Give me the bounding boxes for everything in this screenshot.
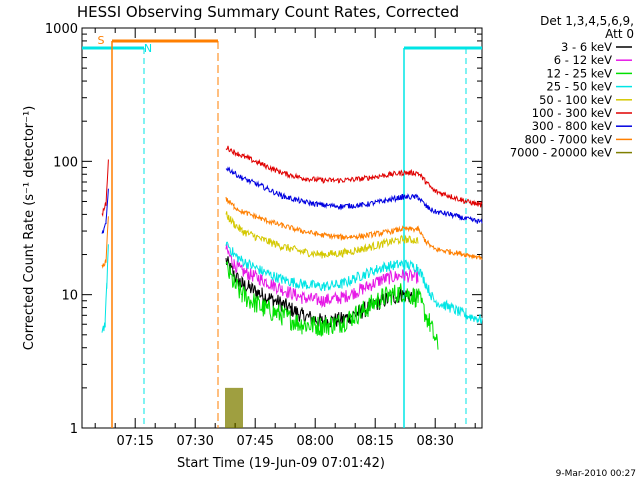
series-50-100-kevline xyxy=(225,211,419,259)
series-12-25-kevline xyxy=(225,260,439,350)
y-tick-label: 1000 xyxy=(45,22,78,37)
y-tick-label: 1 xyxy=(70,422,78,437)
y-tick-label: 100 xyxy=(53,155,78,170)
chart-title: HESSI Observing Summary Count Rates, Cor… xyxy=(77,3,459,21)
footer-date: 9-Mar-2010 00:27 xyxy=(556,469,636,479)
series-100-300-kevline xyxy=(225,145,483,208)
series-6-12-kevline xyxy=(225,243,419,309)
series-3-6-kevline xyxy=(225,256,419,329)
series-25-50-kevline xyxy=(101,244,109,333)
series-800-7000-kevline xyxy=(225,196,483,260)
legend-label: 50 - 100 keV xyxy=(539,93,612,107)
y-axis-label: Corrected Count Rate (s⁻¹ detector⁻¹) xyxy=(22,106,37,351)
legend-label: 3 - 6 keV xyxy=(561,40,612,54)
x-tick-label: 07:30 xyxy=(176,434,213,449)
legend-label: 6 - 12 keV xyxy=(554,53,612,67)
x-tick-label: 08:30 xyxy=(416,434,453,449)
series-800-7000-kevline xyxy=(101,216,109,269)
legend-label: 12 - 25 keV xyxy=(546,66,612,80)
series-300-800-kevline xyxy=(101,188,109,234)
night-flag-label: N xyxy=(144,42,152,55)
series-25-50-kevline xyxy=(225,241,483,325)
y-tick-label: 10 xyxy=(61,289,78,304)
x-tick-label: 07:15 xyxy=(116,434,153,449)
saa-flag-label: S xyxy=(98,34,105,47)
legend-header-line-1: Det 1,3,4,5,6,9, xyxy=(540,14,634,28)
x-tick-label: 08:15 xyxy=(356,434,393,449)
plot-area: 1 10 100 1000 07:15 07:30 07:45 08:00 08:15 08:30… xyxy=(45,22,483,449)
legend-label: 100 - 300 keV xyxy=(532,106,612,120)
x-tick-label: 07:45 xyxy=(236,434,273,449)
plot-frame xyxy=(81,27,483,429)
legend-header-line-2: Att 0 xyxy=(605,27,634,41)
legend-label: 25 - 50 keV xyxy=(546,80,612,94)
series-300-800-kevline xyxy=(225,166,483,224)
x-tick-label: 08:00 xyxy=(296,434,333,449)
legend-label: 800 - 7000 keV xyxy=(524,132,612,146)
legend-label: 300 - 800 keV xyxy=(532,119,612,133)
x-axis-label: Start Time (19-Jun-09 07:01:42) xyxy=(177,456,385,471)
legend-label: 7000 - 20000 keV xyxy=(510,146,612,160)
series-100-300-kevline xyxy=(101,159,109,217)
